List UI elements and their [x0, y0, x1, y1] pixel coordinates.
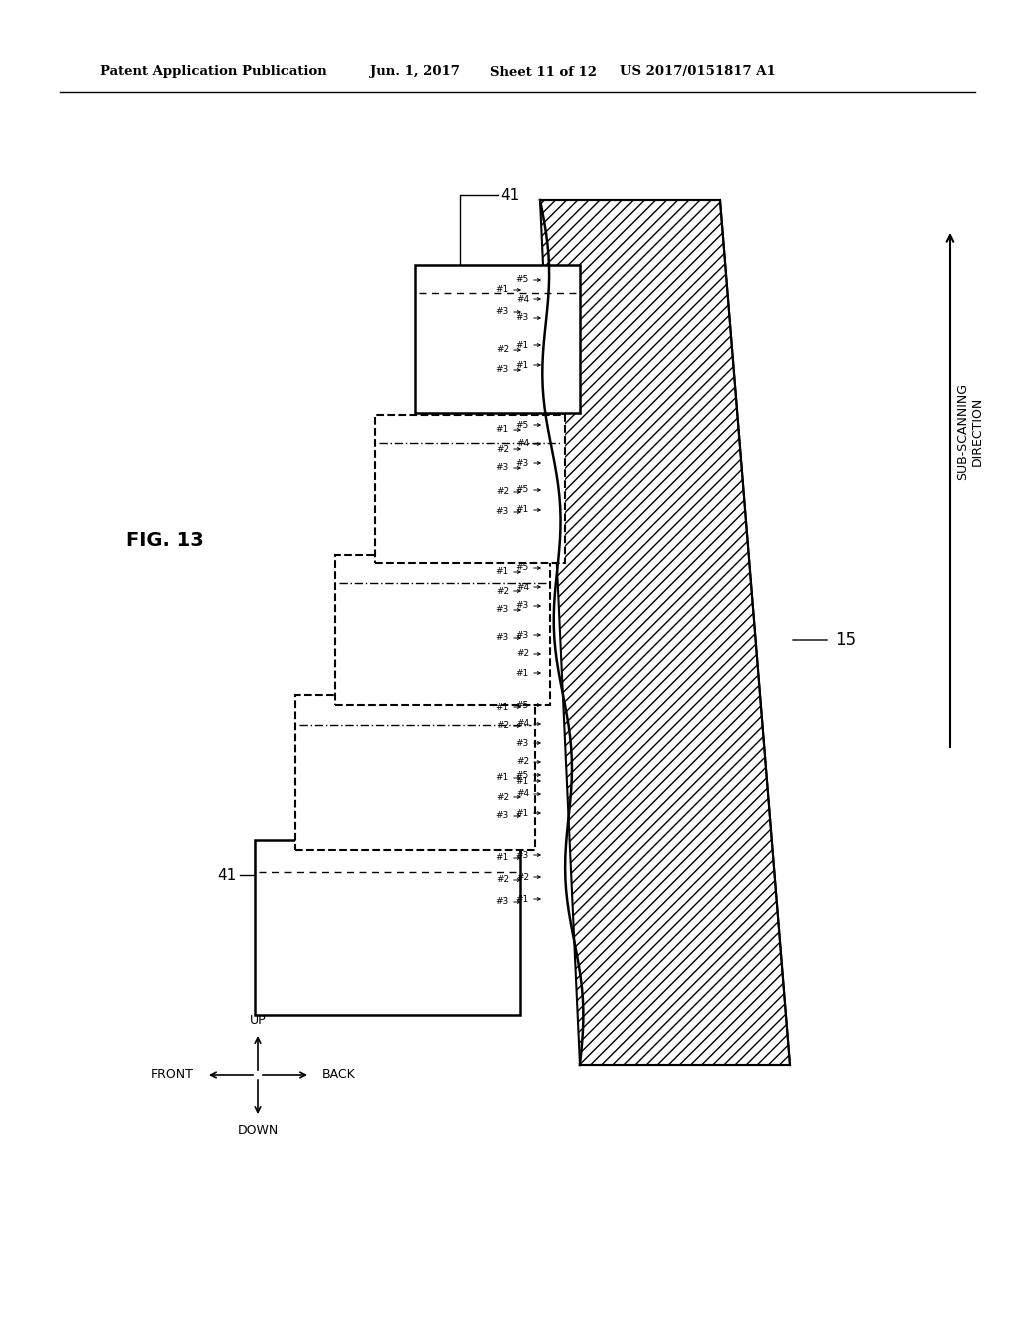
- Text: #2: #2: [496, 346, 509, 355]
- Text: #5: #5: [516, 421, 529, 429]
- Text: 41: 41: [218, 867, 237, 883]
- Text: #5: #5: [516, 701, 529, 710]
- Bar: [415, 265, 580, 413]
- Text: 15: 15: [835, 631, 856, 649]
- Text: Patent Application Publication: Patent Application Publication: [100, 66, 327, 78]
- Text: #1: #1: [516, 808, 529, 817]
- Text: #1: #1: [496, 774, 509, 783]
- Text: #3: #3: [496, 366, 509, 375]
- Text: #1: #1: [516, 776, 529, 785]
- Text: #2: #2: [496, 487, 509, 496]
- Text: FRONT: FRONT: [152, 1068, 194, 1081]
- Text: #2: #2: [496, 586, 509, 595]
- Text: #3: #3: [516, 602, 529, 610]
- Text: SUB-SCANNING
DIRECTION: SUB-SCANNING DIRECTION: [956, 383, 984, 480]
- Text: #3: #3: [496, 634, 509, 643]
- Text: #1: #1: [516, 668, 529, 677]
- Text: #3: #3: [516, 631, 529, 639]
- Text: #2: #2: [496, 722, 509, 730]
- Text: #4: #4: [516, 789, 529, 799]
- Text: #5: #5: [516, 276, 529, 285]
- Text: FIG. 13: FIG. 13: [126, 531, 204, 549]
- Text: 41: 41: [500, 187, 519, 202]
- Text: #3: #3: [496, 606, 509, 615]
- Text: #4: #4: [516, 294, 529, 304]
- Text: Sheet 11 of 12: Sheet 11 of 12: [490, 66, 597, 78]
- Text: #3: #3: [516, 458, 529, 467]
- Text: #4: #4: [516, 719, 529, 729]
- Bar: [255, 840, 520, 1015]
- Text: #4: #4: [516, 582, 529, 591]
- Text: #3: #3: [516, 850, 529, 859]
- Text: #3: #3: [496, 898, 509, 907]
- Text: #2: #2: [516, 873, 529, 882]
- Text: #3: #3: [516, 738, 529, 747]
- Text: #1: #1: [516, 360, 529, 370]
- Text: #1: #1: [496, 568, 509, 577]
- Text: #1: #1: [496, 425, 509, 434]
- Text: #2: #2: [496, 792, 509, 801]
- Text: #5: #5: [516, 486, 529, 495]
- Text: #3: #3: [496, 812, 509, 821]
- Text: #1: #1: [516, 895, 529, 903]
- Text: US 2017/0151817 A1: US 2017/0151817 A1: [620, 66, 776, 78]
- Text: #1: #1: [516, 341, 529, 350]
- Text: #1: #1: [496, 285, 509, 294]
- Text: #1: #1: [516, 506, 529, 515]
- Text: #5: #5: [516, 564, 529, 573]
- Text: #3: #3: [496, 463, 509, 473]
- Text: #3: #3: [516, 314, 529, 322]
- Text: BACK: BACK: [322, 1068, 355, 1081]
- Bar: [335, 554, 550, 705]
- Text: #1: #1: [496, 702, 509, 711]
- Text: #5: #5: [516, 771, 529, 780]
- Text: UP: UP: [250, 1014, 266, 1027]
- Text: #3: #3: [496, 308, 509, 317]
- Text: Jun. 1, 2017: Jun. 1, 2017: [370, 66, 460, 78]
- Text: DOWN: DOWN: [238, 1123, 279, 1137]
- Bar: [295, 696, 535, 850]
- Text: #2: #2: [516, 758, 529, 767]
- Text: #2: #2: [496, 875, 509, 884]
- Polygon shape: [540, 201, 790, 1065]
- Text: #1: #1: [496, 854, 509, 862]
- Text: #2: #2: [496, 445, 509, 454]
- Text: #3: #3: [496, 507, 509, 516]
- Text: #4: #4: [516, 440, 529, 449]
- Bar: [375, 414, 565, 564]
- Text: #2: #2: [516, 649, 529, 659]
